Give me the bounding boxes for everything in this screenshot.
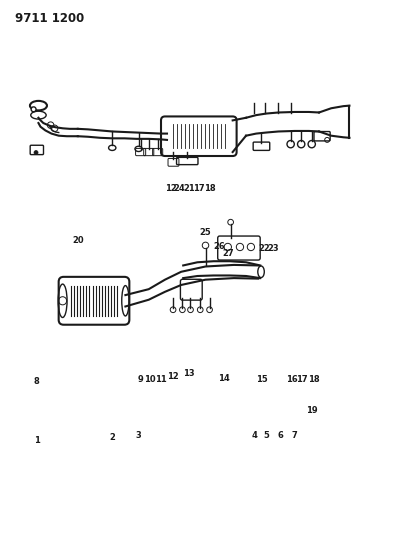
Text: 2: 2 bbox=[109, 433, 115, 442]
Text: 17: 17 bbox=[193, 184, 205, 193]
Text: 18: 18 bbox=[204, 184, 215, 193]
Text: 14: 14 bbox=[218, 374, 230, 383]
Text: 25: 25 bbox=[200, 228, 211, 237]
Text: 20: 20 bbox=[72, 236, 83, 245]
Text: 7: 7 bbox=[291, 431, 297, 440]
Text: 13: 13 bbox=[182, 369, 194, 378]
Text: 19: 19 bbox=[306, 406, 318, 415]
Text: 27: 27 bbox=[223, 249, 234, 258]
Text: 23: 23 bbox=[268, 244, 279, 253]
Circle shape bbox=[34, 150, 38, 155]
Text: 22: 22 bbox=[258, 244, 270, 253]
Text: 12: 12 bbox=[165, 184, 177, 193]
Text: 4: 4 bbox=[251, 431, 257, 440]
Circle shape bbox=[31, 107, 36, 112]
Text: 16: 16 bbox=[286, 375, 297, 384]
Text: 9: 9 bbox=[138, 375, 143, 384]
Text: 24: 24 bbox=[174, 184, 185, 193]
Text: 11: 11 bbox=[155, 375, 166, 384]
Text: 21: 21 bbox=[183, 184, 195, 193]
Text: 5: 5 bbox=[263, 431, 269, 440]
Text: 6: 6 bbox=[277, 431, 284, 440]
Text: 18: 18 bbox=[308, 375, 320, 384]
Text: 8: 8 bbox=[33, 377, 39, 386]
Text: 1: 1 bbox=[34, 436, 40, 445]
Text: 3: 3 bbox=[136, 431, 141, 440]
Text: 12: 12 bbox=[167, 372, 179, 381]
Text: 17: 17 bbox=[296, 375, 307, 384]
Text: 15: 15 bbox=[256, 375, 267, 384]
Text: 10: 10 bbox=[144, 375, 156, 384]
Text: 26: 26 bbox=[214, 242, 226, 251]
Text: 9711 1200: 9711 1200 bbox=[15, 12, 84, 25]
